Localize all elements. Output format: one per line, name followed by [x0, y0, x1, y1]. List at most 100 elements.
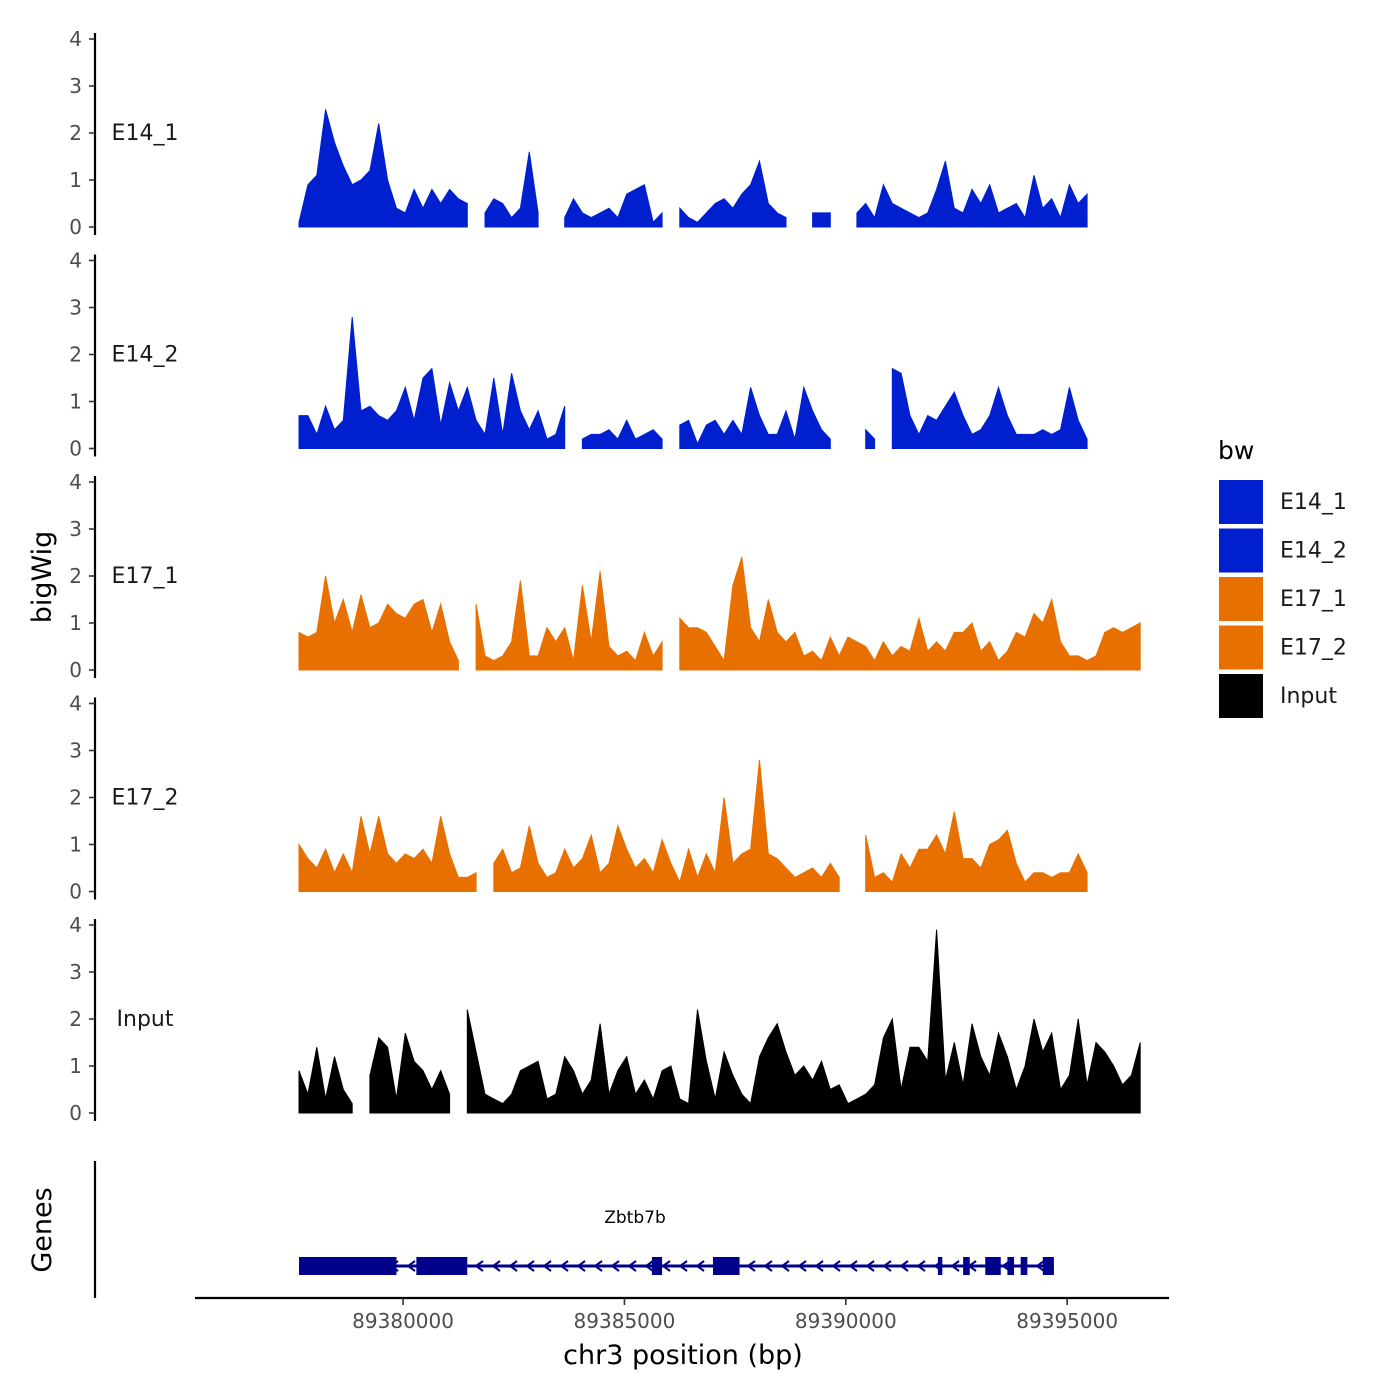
- area-e14-2-segment-1: [298, 316, 566, 449]
- y-tick-label: 4: [69, 249, 82, 273]
- legend-title: bw: [1218, 436, 1254, 465]
- strand-arrow: [474, 1260, 484, 1272]
- x-tick-label: 89380000: [352, 1309, 454, 1333]
- area-e17-2-segment-1: [298, 816, 477, 892]
- track-label-e17-2: E17_2: [112, 786, 179, 811]
- y-tick-label: 1: [69, 833, 82, 857]
- exon-4: [712, 1257, 740, 1275]
- y-axis-title: bigWig: [27, 531, 58, 624]
- legend-label: E17_1: [1280, 587, 1347, 612]
- track-label-e17-1: E17_1: [112, 564, 179, 589]
- area-e17-1-segment-2: [475, 571, 663, 671]
- exon-1: [299, 1257, 397, 1275]
- y-axis-e17-2: 0 1 2 3 4: [69, 692, 97, 904]
- legend-item-e17-1: E17_1: [1219, 577, 1347, 621]
- y-tick-label: 3: [69, 739, 82, 763]
- legend-swatch: [1219, 528, 1263, 573]
- legend-item-e14-2: E14_2: [1219, 528, 1347, 573]
- y-tick-label: 0: [69, 1101, 82, 1125]
- legend-item-e17-2: E17_2: [1219, 625, 1347, 670]
- legend: bw E14_1 E14_2 E17_1 E17_2 Input: [1218, 436, 1347, 718]
- gene-name-label: Zbtb7b: [604, 1208, 666, 1228]
- y-tick-label: 4: [69, 27, 82, 51]
- track-e14-2: E14_2: [112, 316, 1088, 449]
- strand-arrow: [899, 1260, 909, 1272]
- strand-arrow: [593, 1260, 603, 1272]
- strand-arrow: [763, 1260, 773, 1272]
- y-tick-label: 0: [69, 880, 82, 904]
- y-axis-e14-2: 0 1 2 3 4: [69, 249, 97, 461]
- track-e17-2: E17_2: [112, 759, 1088, 892]
- y-tick-label: 2: [69, 786, 82, 810]
- y-tick-label: 1: [69, 390, 82, 414]
- strand-arrow: [916, 1260, 926, 1272]
- strand-arrow: [559, 1260, 569, 1272]
- genes-axis-title: Genes: [27, 1187, 58, 1272]
- area-e17-1-segment-3: [679, 557, 1141, 671]
- y-tick-label: 2: [69, 564, 82, 588]
- strand-arrow: [525, 1260, 535, 1272]
- legend-item-e14-1: E14_1: [1219, 480, 1347, 524]
- strand-arrow: [797, 1260, 807, 1272]
- strand-arrow: [627, 1260, 637, 1272]
- legend-swatch: [1219, 577, 1263, 621]
- y-axis-e17-1: 0 1 2 3 4: [69, 470, 97, 682]
- exon-10: [1042, 1257, 1054, 1275]
- area-e14-2-segment-3: [679, 385, 831, 449]
- track-label-e14-2: E14_2: [112, 343, 179, 368]
- area-input-segment-2: [369, 1032, 451, 1114]
- x-axis-title: chr3 position (bp): [563, 1340, 803, 1371]
- legend-label: E14_2: [1280, 539, 1347, 564]
- exon-8: [1007, 1257, 1015, 1275]
- area-e14-1-segment-4: [679, 159, 787, 228]
- y-tick-label: 4: [69, 470, 82, 494]
- bigwig-tracks: E14_1 E14_2 E17_1 E17_2 Input: [112, 109, 1141, 1114]
- strand-arrow: [814, 1260, 824, 1272]
- y-tick-label: 2: [69, 1007, 82, 1031]
- y-tick-label: 3: [69, 296, 82, 320]
- track-e14-1: E14_1: [112, 109, 1088, 228]
- y-tick-label: 1: [69, 168, 82, 192]
- area-e14-1-segment-5: [812, 212, 831, 228]
- y-tick-label: 2: [69, 121, 82, 145]
- exon-5: [937, 1257, 943, 1275]
- strand-arrow: [661, 1260, 671, 1272]
- area-e17-2-segment-3: [865, 811, 1088, 892]
- x-tick-label: 89390000: [795, 1309, 897, 1333]
- strand-arrow: [508, 1260, 518, 1272]
- strand-arrow: [746, 1260, 756, 1272]
- y-tick-label: 3: [69, 74, 82, 98]
- x-tick-label: 89395000: [1016, 1309, 1118, 1333]
- exon-6: [963, 1257, 970, 1275]
- y-tick-label: 3: [69, 517, 82, 541]
- strand-arrow: [542, 1260, 552, 1272]
- strand-arrow: [678, 1260, 688, 1272]
- area-e14-1-segment-1: [298, 109, 468, 228]
- legend-label: Input: [1280, 684, 1337, 709]
- strand-arrow: [695, 1260, 705, 1272]
- x-axis: 89380000 89385000 89390000 89395000: [195, 1296, 1169, 1333]
- track-e17-1: E17_1: [112, 557, 1141, 671]
- y-tick-label: 2: [69, 343, 82, 367]
- track-label-input: Input: [117, 1007, 174, 1032]
- area-e14-1-segment-6: [856, 161, 1088, 228]
- area-e14-2-segment-5: [891, 367, 1088, 449]
- area-e14-1-segment-3: [564, 183, 663, 228]
- x-tick-label: 89385000: [574, 1309, 676, 1333]
- track-input: Input: [117, 929, 1141, 1114]
- gene-track: Zbtb7b: [93, 1161, 1054, 1298]
- exon-7: [985, 1257, 1001, 1275]
- track-label-e14-1: E14_1: [112, 121, 179, 146]
- exon-2: [416, 1257, 468, 1275]
- y-tick-label: 0: [69, 437, 82, 461]
- exon-9: [1020, 1257, 1028, 1275]
- strand-arrow: [831, 1260, 841, 1272]
- y-tick-label: 4: [69, 692, 82, 716]
- y-axis-e14-1: 0 1 2 3 4: [69, 27, 97, 239]
- area-e14-2-segment-4: [865, 428, 876, 449]
- y-tick-label: 3: [69, 960, 82, 984]
- area-input-segment-3: [466, 929, 1141, 1114]
- y-tick-label: 4: [69, 913, 82, 937]
- strand-arrow: [610, 1260, 620, 1272]
- legend-item-input: Input: [1219, 674, 1337, 718]
